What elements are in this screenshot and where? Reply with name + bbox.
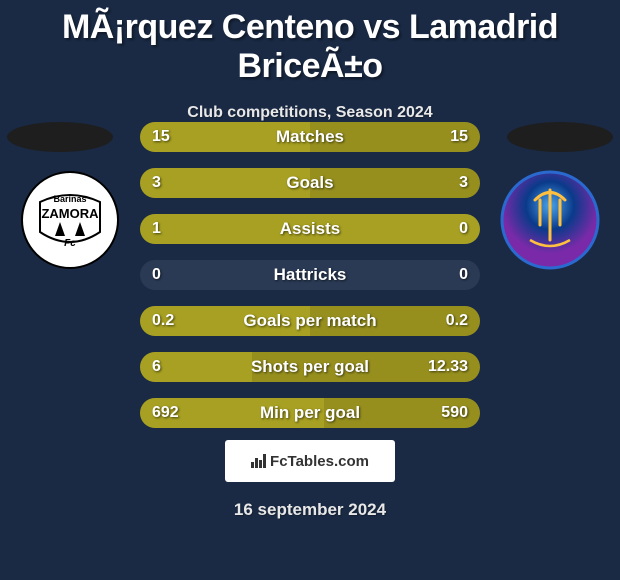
- stats-container: 1515Matches 33Goals 10Assists 00Hattricks 0.…: [140, 122, 480, 444]
- stat-row: 00Hattricks: [140, 260, 480, 290]
- club-crest-left: Barinas ZAMORA Fc: [20, 170, 120, 270]
- stat-row: 10Assists: [140, 214, 480, 244]
- stat-row: 692590Min per goal: [140, 398, 480, 428]
- club-crest-right-svg: [500, 170, 600, 270]
- svg-text:Barinas: Barinas: [53, 194, 86, 204]
- club-crest-right: [500, 170, 600, 270]
- player-ellipse-right: [507, 122, 613, 152]
- club-crest-left-svg: Barinas ZAMORA Fc: [20, 170, 120, 270]
- stat-row: 0.20.2Goals per match: [140, 306, 480, 336]
- stat-label: Hattricks: [140, 260, 480, 290]
- stat-label: Goals per match: [140, 306, 480, 336]
- svg-text:Fc: Fc: [64, 238, 76, 249]
- club-logo-left: Barinas ZAMORA Fc: [20, 170, 120, 270]
- club-logo-right: [500, 170, 600, 270]
- footer-date: 16 september 2024: [0, 500, 620, 520]
- stat-label: Assists: [140, 214, 480, 244]
- stat-row: 612.33Shots per goal: [140, 352, 480, 382]
- stat-label: Shots per goal: [140, 352, 480, 382]
- stat-row: 1515Matches: [140, 122, 480, 152]
- player-ellipse-left: [7, 122, 113, 152]
- stat-row: 33Goals: [140, 168, 480, 198]
- page-subtitle: Club competitions, Season 2024: [0, 104, 620, 122]
- footer-site-badge: FcTables.com: [225, 440, 395, 482]
- footer-site-text: FcTables.com: [270, 453, 369, 470]
- stat-label: Goals: [140, 168, 480, 198]
- chart-icon: [251, 454, 266, 468]
- stat-label: Min per goal: [140, 398, 480, 428]
- svg-text:ZAMORA: ZAMORA: [41, 206, 99, 221]
- stat-label: Matches: [140, 122, 480, 152]
- page-title: MÃ¡rquez Centeno vs Lamadrid BriceÃ±o: [0, 0, 620, 86]
